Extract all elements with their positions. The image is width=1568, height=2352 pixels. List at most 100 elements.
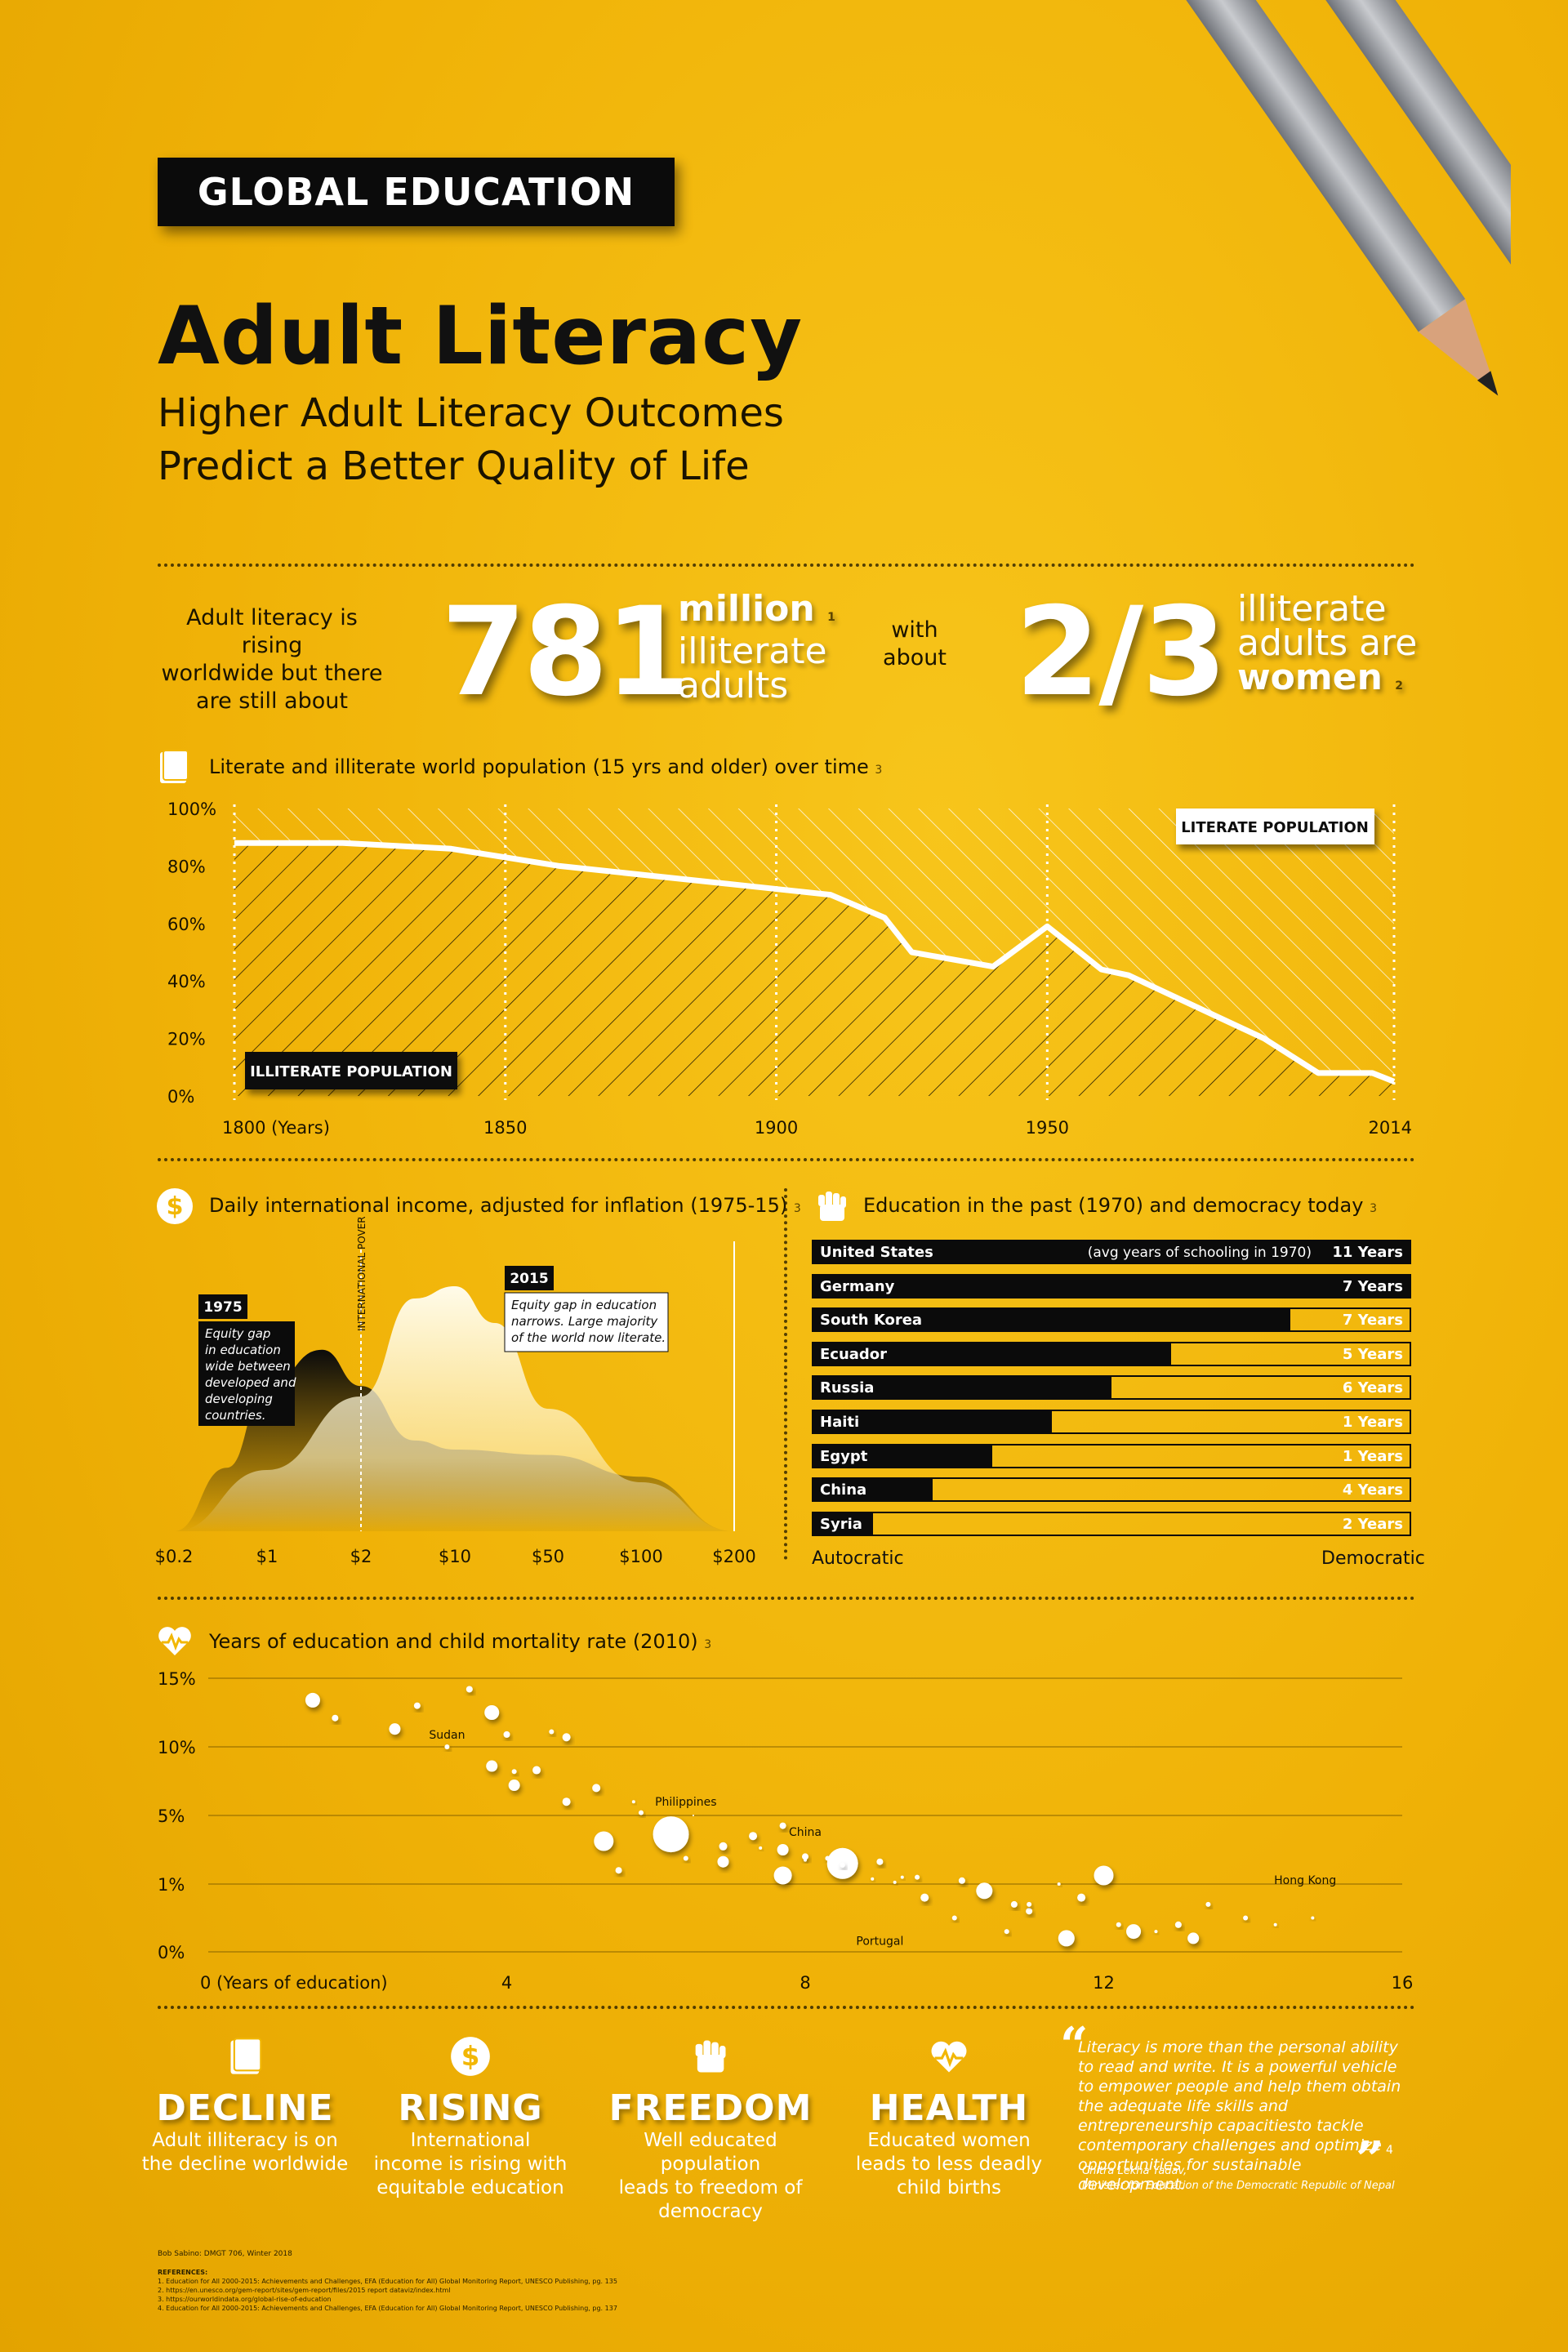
illiterate-count-unit: million 1 illiterate adults <box>678 591 835 706</box>
svg-text:1975: 1975 <box>203 1299 242 1316</box>
data-point <box>562 1733 571 1742</box>
data-point <box>804 1858 807 1862</box>
data-point <box>1004 1929 1009 1935</box>
quote-ref-marker: 4 <box>1386 2144 1393 2157</box>
y-tick-label: 0% <box>158 1943 185 1962</box>
y-tick-label: 5% <box>158 1806 185 1826</box>
data-point <box>1187 1932 1200 1944</box>
data-point <box>777 1844 789 1855</box>
x-tick-label: $10 <box>439 1547 471 1566</box>
data-point <box>1058 1930 1075 1947</box>
quote-author-name: Chitra Lekha Yadav, <box>1082 2165 1187 2177</box>
population-chart-title-text: Literate and illiterate world population… <box>209 755 869 778</box>
with-about: with about <box>874 617 956 672</box>
data-point <box>1154 1930 1158 1934</box>
data-point <box>389 1723 401 1735</box>
data-point <box>876 1858 884 1865</box>
bar-row: Russia 6 Years <box>812 1375 1411 1401</box>
ref-marker: 3 <box>704 1638 712 1651</box>
footer-word: HEALTH <box>869 2087 1029 2129</box>
data-point <box>958 1877 965 1884</box>
bar-category-label: Haiti <box>820 1414 860 1431</box>
y-tick-label: 10% <box>158 1738 196 1757</box>
bar-value-label: 11 Years <box>1332 1244 1403 1261</box>
book-icon <box>160 750 189 783</box>
pencils-illustration <box>1156 0 1511 396</box>
bar-fill <box>813 1309 1290 1331</box>
stats-lead-line-1: Adult literacy is rising <box>186 605 358 658</box>
x-tick-label: $200 <box>712 1547 755 1566</box>
footer-line: income is rising with <box>373 2154 568 2175</box>
divider <box>158 1158 1415 1161</box>
bar-fill <box>813 1377 1111 1399</box>
footer-line: leads to less deadly <box>855 2154 1043 2175</box>
adults-label: adults <box>678 665 789 706</box>
data-point <box>1311 1916 1315 1920</box>
y-tick-label: 1% <box>158 1875 185 1895</box>
bar-row: Syria 2 Years <box>812 1511 1411 1536</box>
svg-text:2015: 2015 <box>510 1271 548 1287</box>
reference-item: 1. Education for All 2000-2015: Achievem… <box>158 2278 617 2285</box>
data-point <box>1174 1921 1182 1928</box>
point-annotation: Sudan <box>429 1729 465 1742</box>
scale-left-label: Autocratic <box>812 1548 904 1569</box>
data-point <box>1010 1900 1018 1908</box>
callout-text: wide between <box>205 1359 291 1374</box>
footer-line: child births <box>897 2177 1001 2198</box>
bar-fill <box>813 1512 873 1535</box>
mortality-chart-title-text: Years of education and child mortality r… <box>209 1630 698 1653</box>
y-tick-label: 15% <box>158 1669 196 1689</box>
footer-line: leads to freedom of <box>618 2177 803 2198</box>
ref-marker: 3 <box>875 764 883 777</box>
callout-text: Equity gap <box>205 1326 270 1341</box>
callout-text: narrows. Large majority <box>511 1314 658 1329</box>
data-point <box>592 1784 601 1793</box>
footer-line: Adult illiteracy is on <box>152 2130 338 2151</box>
ref-marker: 3 <box>1370 1202 1377 1215</box>
data-point <box>1094 1865 1114 1886</box>
reference-item: 4. Education for All 2000-2015: Achievem… <box>158 2305 617 2312</box>
data-point <box>893 1880 897 1884</box>
raised-fist-icon <box>695 2040 726 2073</box>
divider <box>158 1597 1415 1600</box>
y-tick-label: 40% <box>167 972 206 991</box>
y-tick-label: 20% <box>167 1030 206 1049</box>
data-point <box>920 1893 929 1902</box>
data-point <box>976 1882 993 1900</box>
y-tick-label: 60% <box>167 915 206 934</box>
bar-category-label: United States <box>820 1244 933 1261</box>
about-label: about <box>883 645 947 670</box>
data-point <box>594 1831 614 1851</box>
stats-lead-line-2: worldwide but there <box>161 661 383 686</box>
illiterate-population-label: ILLITERATE POPULATION <box>245 1052 457 1089</box>
income-chart-title-text: Daily international income, adjusted for… <box>209 1194 788 1217</box>
income-area-chart: INTERNATIONAL POVERTY LINE $0.2 $1 $2 $10 $50… <box>155 1217 756 1566</box>
footer-item-freedom: FREEDOM Well educated population leads t… <box>604 2087 817 2224</box>
data-point <box>549 1729 555 1735</box>
footer-line: Well educated population <box>644 2130 777 2175</box>
x-tick-label: 1800 (Years) <box>222 1118 330 1138</box>
y-tick-label: 0% <box>167 1087 194 1107</box>
poverty-line-label: INTERNATIONAL POVERTY LINE <box>356 1217 368 1331</box>
data-point <box>951 1915 957 1921</box>
header-tag-background <box>158 158 675 226</box>
y-tick-label: 100% <box>167 800 216 819</box>
data-point <box>615 1867 622 1874</box>
data-point <box>773 1866 792 1885</box>
footer-item-decline: DECLINE Adult illiteracy is on the decli… <box>139 2087 351 2176</box>
x-tick-label: 12 <box>1093 1973 1115 1993</box>
democracy-chart-title: Education in the past (1970) and democra… <box>863 1194 1377 1217</box>
data-point <box>802 1853 808 1860</box>
bar-row: South Korea 7 Years <box>812 1307 1411 1333</box>
data-point <box>719 1842 728 1851</box>
footer-item-health: HEALTH Educated women leads to less dead… <box>843 2087 1055 2200</box>
reference-item: 2. https://en.unesco.org/gem-report/site… <box>158 2287 451 2294</box>
x-tick-label: $100 <box>619 1547 662 1566</box>
literate-population-label: LITERATE POPULATION <box>1176 808 1374 844</box>
close-quote-mark: ” <box>1356 2132 1384 2189</box>
quote-author-title: Minister for Education of the Democratic… <box>1082 2180 1395 2192</box>
data-point <box>532 1766 541 1775</box>
x-tick-label: $2 <box>350 1547 372 1566</box>
